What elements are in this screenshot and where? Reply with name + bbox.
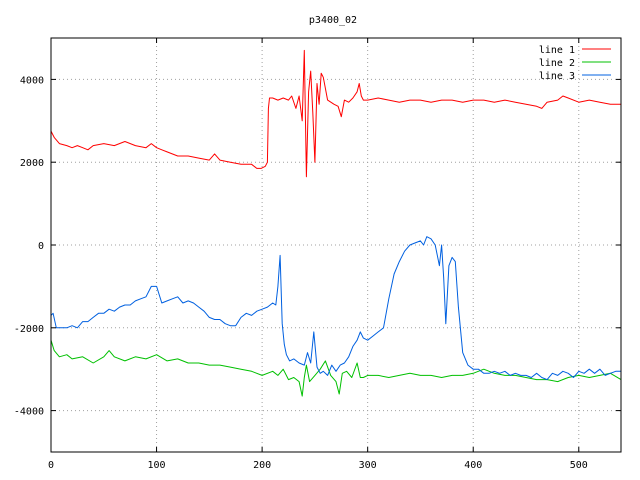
legend-label-2: line 2	[539, 58, 575, 69]
y-tick-label: 2000	[20, 158, 44, 169]
x-tick-label: 100	[148, 460, 166, 471]
x-tick-label: 500	[570, 460, 588, 471]
chart-title: p3400_02	[309, 15, 357, 26]
data-series	[50, 49, 622, 397]
series-line-1	[50, 49, 621, 178]
y-tick-label: 0	[38, 241, 44, 252]
legend-label-1: line 1	[539, 45, 575, 56]
x-tick-label: 0	[48, 460, 54, 471]
y-tick-label: -4000	[14, 407, 44, 418]
x-tick-label: 300	[359, 460, 377, 471]
legend-label-3: line 3	[539, 71, 575, 82]
series-line-2	[50, 340, 622, 397]
x-tick-label: 200	[253, 460, 271, 471]
y-tick-label: 4000	[20, 75, 44, 86]
axis-ticks: 0 100 200 300 400 500 -4000 -2000 0 2000 4000	[14, 38, 621, 471]
series-line-3	[50, 236, 621, 381]
grid-lines	[51, 38, 621, 452]
legend: line 1 line 2 line 3	[539, 45, 611, 82]
x-tick-label: 400	[464, 460, 482, 471]
y-tick-label: -2000	[14, 324, 44, 335]
